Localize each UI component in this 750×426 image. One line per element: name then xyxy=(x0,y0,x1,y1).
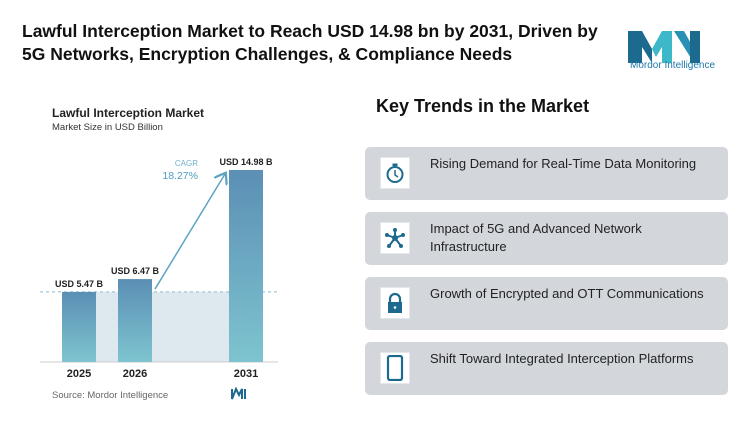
x-tick-label: 2025 xyxy=(67,368,91,380)
data-label: USD 6.47 B xyxy=(111,266,160,276)
x-tick-label: 2026 xyxy=(123,368,147,380)
stopwatch-icon xyxy=(380,157,410,189)
mordor-logo-icon xyxy=(628,31,700,63)
trend-label: Growth of Encrypted and OTT Communicatio… xyxy=(430,286,704,301)
bar-2025 xyxy=(62,291,96,362)
bar-2026 xyxy=(118,279,152,362)
bar-2031 xyxy=(229,170,263,362)
logo-text: Mordor Intelligence xyxy=(630,60,716,71)
lock-icon xyxy=(380,287,410,319)
data-label: USD 14.98 B xyxy=(219,157,273,167)
cagr-arrow xyxy=(154,174,225,290)
network-icon xyxy=(380,222,410,254)
trend-card: Impact of 5G and Advanced Network Infras… xyxy=(365,212,728,265)
page-title: Lawful Interception Market to Reach USD … xyxy=(22,21,598,64)
trend-card: Growth of Encrypted and OTT Communicatio… xyxy=(365,277,728,330)
bar-chart: USD 5.47 B 2025 USD 6.47 B 2026 USD 14.98 B 2… xyxy=(40,157,278,400)
mobile-icon xyxy=(380,352,410,384)
x-tick-label: 2031 xyxy=(234,368,258,380)
source-logo-icon xyxy=(231,386,246,400)
shaded-region xyxy=(96,291,229,362)
data-label: USD 5.47 B xyxy=(55,279,104,289)
cagr-value: 18.27% xyxy=(162,170,198,182)
trend-label: Impact of 5G and Advanced Network Infras… xyxy=(430,221,642,254)
chart-title: Lawful Interception Market xyxy=(52,106,205,120)
trend-label: Shift Toward Integrated Interception Pla… xyxy=(430,351,694,366)
chart-subtitle: Market Size in USD Billion xyxy=(52,122,163,133)
cagr-label: CAGR xyxy=(175,159,198,168)
trends-heading: Key Trends in the Market xyxy=(376,96,590,116)
trend-card: Shift Toward Integrated Interception Pla… xyxy=(365,342,728,395)
trend-card: Rising Demand for Real-Time Data Monitor… xyxy=(365,147,728,200)
chart-source: Source: Mordor Intelligence xyxy=(52,390,169,401)
trend-label: Rising Demand for Real-Time Data Monitor… xyxy=(430,156,697,171)
